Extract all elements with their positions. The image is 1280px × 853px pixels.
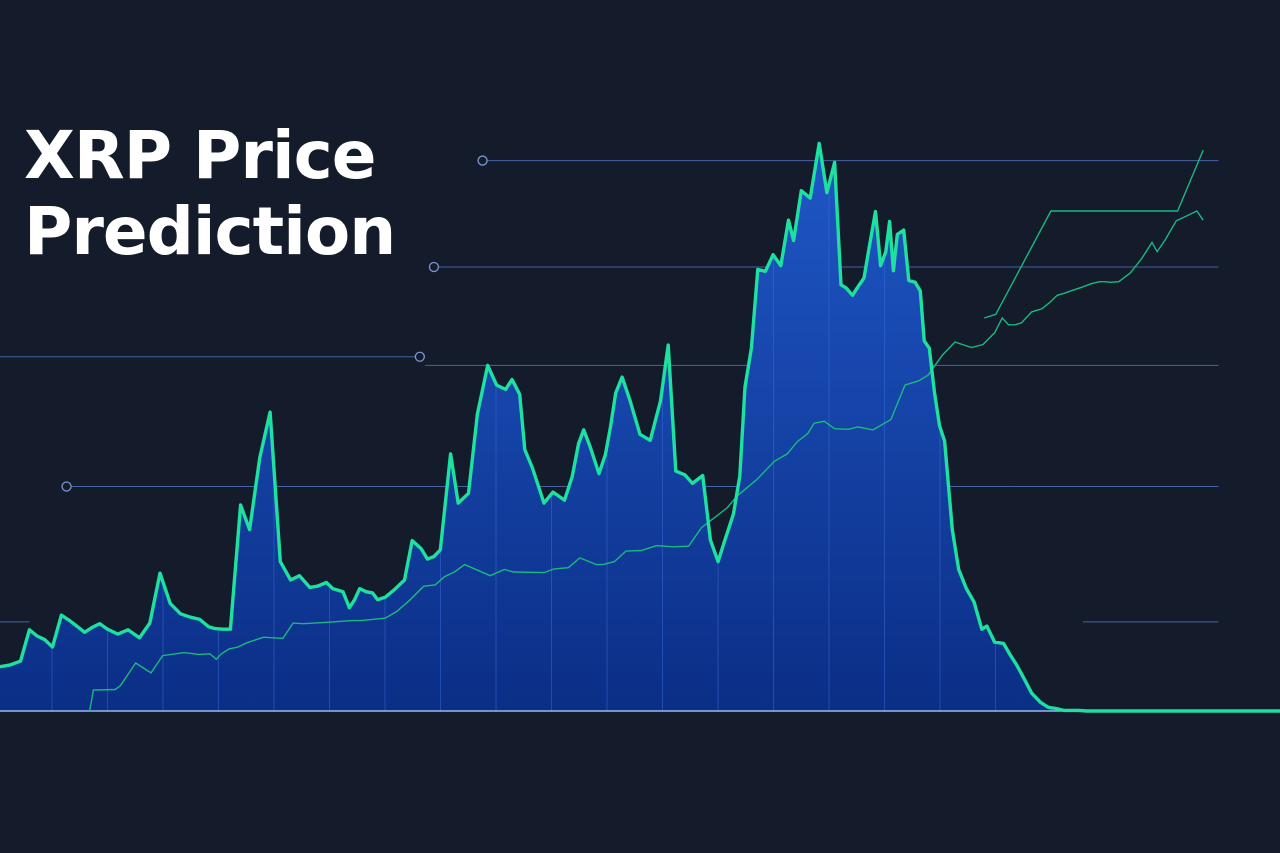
page-title: XRP Price Prediction bbox=[24, 117, 396, 270]
trend-line bbox=[88, 210, 1204, 712]
level-marker bbox=[428, 261, 440, 273]
level-markers bbox=[61, 155, 488, 492]
level-marker bbox=[414, 351, 425, 362]
price-area-fill bbox=[0, 143, 1280, 711]
level-marker bbox=[477, 155, 488, 166]
forecast-line bbox=[984, 149, 1204, 319]
level-marker bbox=[61, 481, 72, 492]
price-line bbox=[0, 141, 1280, 713]
